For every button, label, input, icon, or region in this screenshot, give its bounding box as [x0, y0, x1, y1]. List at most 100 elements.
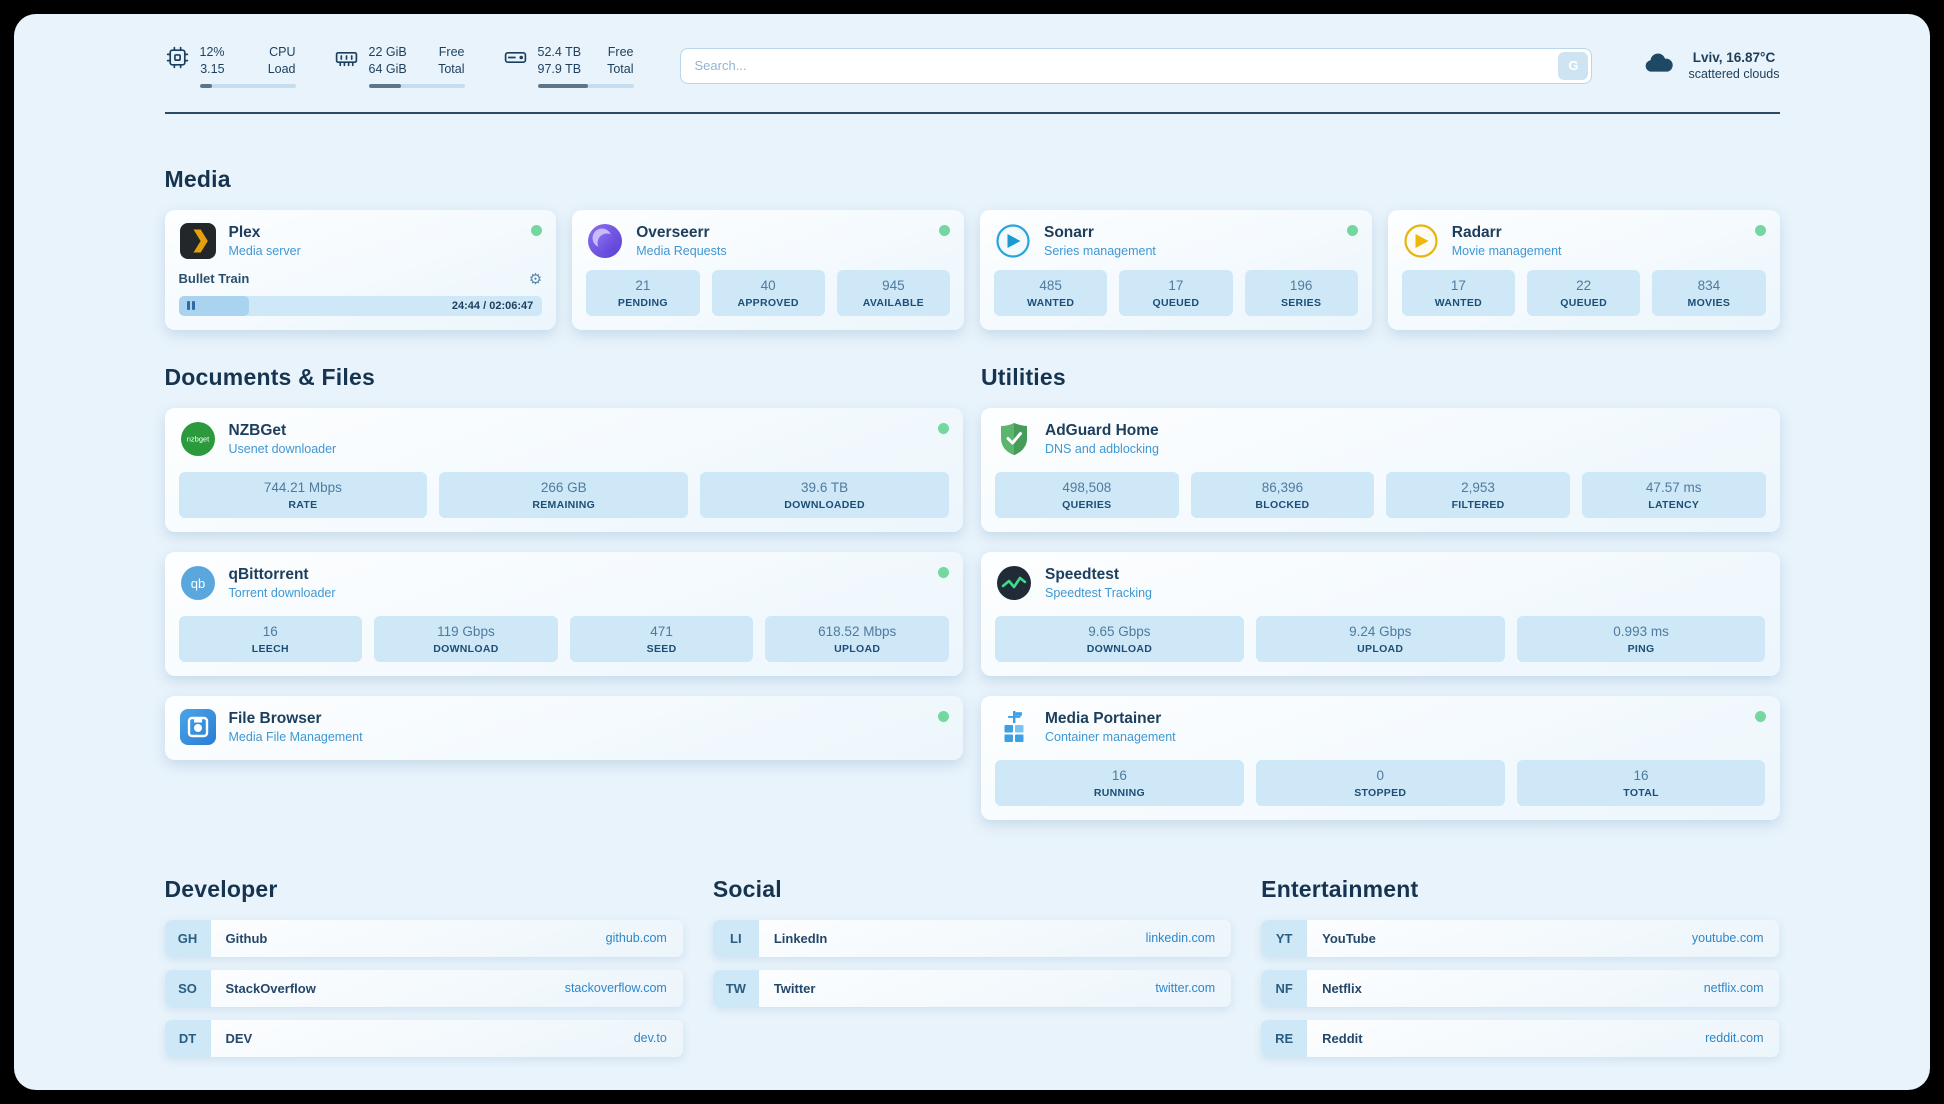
stat-label: QUEUED [1560, 296, 1607, 309]
stat-tile: 498,508 QUERIES [995, 471, 1179, 518]
stat-tile: 40 APPROVED [711, 269, 825, 316]
app-subtitle: Container management [1045, 729, 1176, 744]
bookmark-url[interactable]: stackoverflow.com [564, 981, 667, 996]
cpu-label: CPU [269, 45, 296, 59]
sonarr-card[interactable]: Sonarr Series management 485 WANTED 17 Q… [980, 209, 1372, 330]
stat-label: TOTAL [1623, 786, 1659, 799]
utilities-column: Utilities [981, 364, 1780, 820]
bookmark-abbr: SO [164, 969, 211, 1007]
bookmark-url[interactable]: reddit.com [1705, 1031, 1764, 1046]
svg-text:nzbget: nzbget [186, 434, 209, 443]
adguard-card[interactable]: AdGuard Home DNS and adblocking 498,508 … [981, 407, 1780, 532]
speedtest-card[interactable]: Speedtest Speedtest Tracking 9.65 Gbps D… [981, 551, 1780, 676]
status-dot [531, 224, 543, 236]
radarr-card[interactable]: Radarr Movie management 17 WANTED 22 QUE… [1387, 209, 1780, 330]
stat-tile: 16 RUNNING [995, 759, 1244, 806]
stat-label: RUNNING [1093, 786, 1145, 799]
stat-value: 9.65 Gbps [1088, 623, 1151, 639]
bookmark-youtube[interactable]: YT YouTube youtube.com [1261, 919, 1780, 957]
stat-tile: 22 QUEUED [1527, 269, 1641, 316]
search-input[interactable] [679, 47, 1593, 84]
stat-label: APPROVED [737, 296, 799, 309]
svg-text:qb: qb [190, 576, 204, 591]
dashboard-page: 12% 3.15 CPU Load [14, 14, 1930, 1090]
topbar-divider [164, 111, 1780, 114]
disk-usage-widget: 52.4 TB 97.9 TB Free Total [503, 44, 634, 88]
bookmark-url[interactable]: youtube.com [1691, 931, 1764, 946]
bookmark-linkedin[interactable]: LI LinkedIn linkedin.com [712, 919, 1232, 957]
plex-card[interactable]: Plex Media server Bullet Train ⚙ 24:44 /… [164, 209, 557, 330]
app-name: Radarr [1451, 223, 1502, 241]
settings-gear-icon[interactable]: ⚙ [528, 269, 543, 288]
bookmark-github[interactable]: GH Github github.com [164, 919, 683, 957]
stat-label: RATE [288, 498, 318, 511]
stat-value: 9.24 Gbps [1349, 623, 1412, 639]
bookmark-url[interactable]: github.com [605, 931, 667, 946]
qbittorrent-card[interactable]: qb qBittorrent Torrent downloader [164, 551, 963, 676]
stat-tile: 485 WANTED [994, 269, 1108, 316]
bookmark-url[interactable]: linkedin.com [1145, 931, 1216, 946]
bookmark-url[interactable]: netflix.com [1703, 981, 1764, 996]
stat-tile: 2,953 FILTERED [1386, 471, 1570, 518]
app-name: AdGuard Home [1045, 421, 1159, 439]
portainer-card[interactable]: Media Portainer Container management 16 … [981, 695, 1780, 820]
stat-tile: 47.57 ms LATENCY [1581, 471, 1766, 518]
stat-tile: 618.52 Mbps UPLOAD [765, 615, 949, 662]
playback-time: 24:44 / 02:06:47 [451, 299, 534, 312]
entertainment-section-heading: Entertainment [1261, 875, 1419, 902]
pause-icon[interactable] [186, 296, 195, 316]
stat-value: 266 GB [540, 479, 587, 495]
filebrowser-icon [179, 708, 217, 746]
stat-value: 40 [760, 277, 776, 293]
stat-tile: 744.21 Mbps RATE [178, 471, 428, 518]
stat-tile: 0.993 ms PING [1516, 615, 1766, 662]
hardware-stats: 12% 3.15 CPU Load [165, 44, 634, 88]
stat-value: 16 [262, 623, 278, 639]
stat-label: STOPPED [1354, 786, 1407, 799]
bookmark-reddit[interactable]: RE Reddit reddit.com [1261, 1019, 1780, 1057]
disk-free-label: Free [607, 45, 634, 59]
memory-total-label: Total [438, 61, 465, 76]
bookmark-twitter[interactable]: TW Twitter twitter.com [712, 969, 1232, 1007]
bookmark-url[interactable]: dev.to [633, 1031, 667, 1046]
qbittorrent-icon: qb [179, 564, 217, 602]
memory-free-label: Free [438, 45, 465, 59]
stat-tile: 119 Gbps DOWNLOAD [374, 615, 558, 662]
cpu-usage-widget: 12% 3.15 CPU Load [165, 44, 296, 88]
bookmark-name: YouTube [1322, 930, 1376, 946]
stat-tile: 17 WANTED [1401, 269, 1515, 316]
cpu-progress-bar [199, 83, 296, 88]
bookmark-netflix[interactable]: NF Netflix netflix.com [1261, 969, 1780, 1007]
bookmark-stackoverflow[interactable]: SO StackOverflow stackoverflow.com [164, 969, 683, 1007]
bookmark-abbr: YT [1261, 919, 1308, 957]
disk-total-label: Total [607, 61, 634, 76]
app-name: Sonarr [1044, 223, 1094, 241]
stat-tile: 196 SERIES [1244, 269, 1358, 316]
stat-label: QUERIES [1062, 498, 1112, 511]
bookmark-url[interactable]: twitter.com [1155, 981, 1216, 996]
bookmark-abbr: LI [712, 919, 759, 957]
plex-icon [179, 222, 217, 260]
documents-section-heading: Documents & Files [164, 363, 375, 390]
disk-total-value: 97.9 TB [537, 61, 582, 76]
playback-progress-bar[interactable]: 24:44 / 02:06:47 [178, 295, 543, 316]
stat-label: DOWNLOADED [784, 498, 865, 511]
nzbget-card[interactable]: nzbget NZBGet Usenet downloader 74 [164, 407, 963, 532]
filebrowser-card[interactable]: File Browser Media File Management [164, 695, 963, 760]
overseerr-card[interactable]: Overseerr Media Requests 21 PENDING 40 A… [572, 209, 964, 330]
bookmark-dev[interactable]: DT DEV dev.to [164, 1019, 683, 1057]
stat-tile: 471 SEED [569, 615, 754, 662]
stat-label: BLOCKED [1255, 498, 1310, 511]
overseerr-icon [586, 222, 624, 260]
developer-bookmarks-column: Developer GH Github github.com SO StackO… [164, 876, 683, 1070]
cpu-load-label: Load [267, 61, 296, 76]
stat-value: 744.21 Mbps [263, 479, 342, 495]
search-engine-button[interactable]: G [1558, 51, 1589, 80]
app-name: Media Portainer [1045, 709, 1162, 727]
status-dot [1346, 224, 1358, 236]
stat-label: WANTED [1026, 296, 1075, 309]
bookmark-name: Netflix [1322, 980, 1362, 996]
bookmark-name: LinkedIn [773, 930, 828, 946]
app-subtitle: Media server [228, 243, 301, 258]
search-bar: G [679, 47, 1593, 84]
